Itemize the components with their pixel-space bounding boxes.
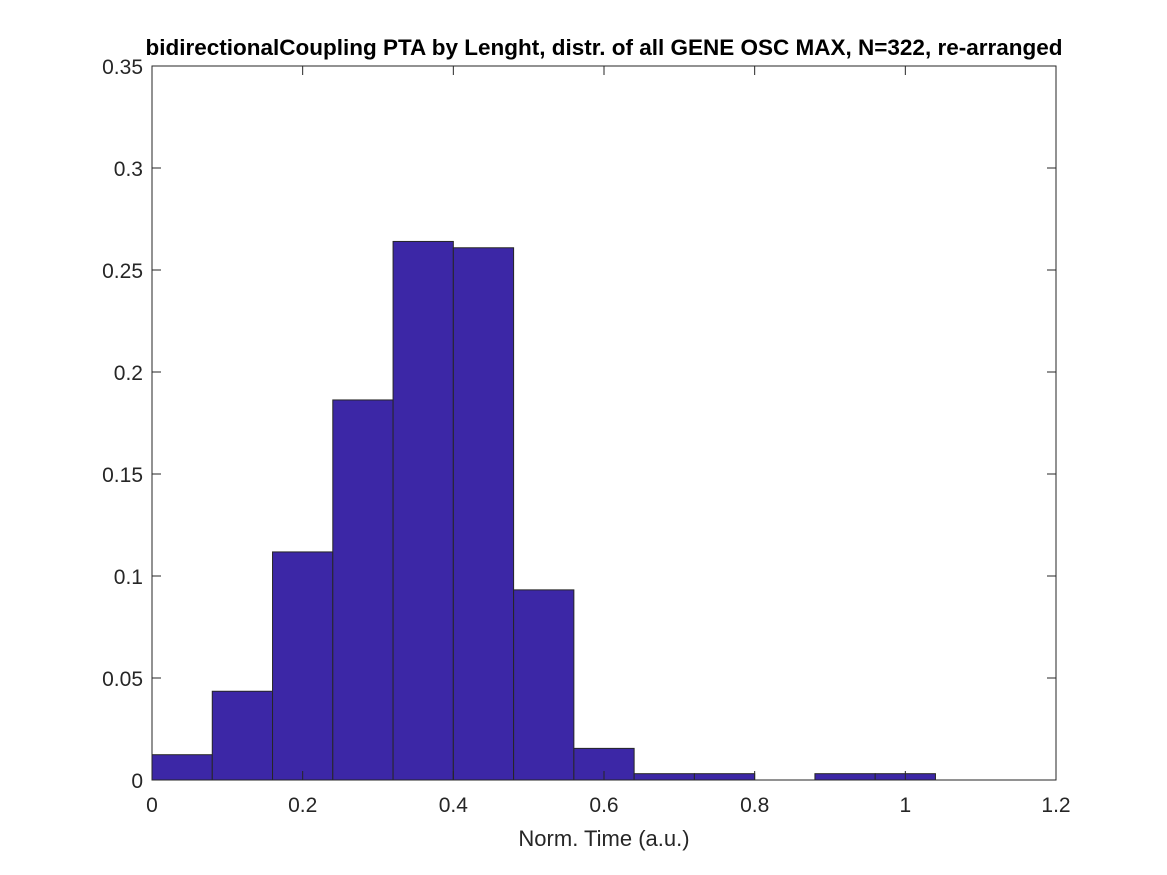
x-tick-label: 0.2 bbox=[288, 794, 317, 817]
y-tick-label: 0.35 bbox=[102, 56, 143, 79]
bars-layer bbox=[151, 240, 936, 781]
x-tick-label: 0 bbox=[146, 794, 158, 817]
y-tick-label: 0.2 bbox=[114, 362, 143, 385]
y-tick-label: 0.3 bbox=[114, 158, 143, 181]
x-axis-label: Norm. Time (a.u.) bbox=[518, 826, 689, 851]
x-tick-label: 1.2 bbox=[1041, 794, 1070, 817]
x-tick-label: 1 bbox=[899, 794, 911, 817]
y-tick-label: 0.05 bbox=[102, 668, 143, 691]
histogram-bar bbox=[272, 551, 334, 781]
y-tick-label: 0 bbox=[131, 770, 143, 793]
x-tick-label: 0.4 bbox=[439, 794, 469, 817]
histogram-bar bbox=[392, 240, 454, 781]
y-tick-label: 0.25 bbox=[102, 260, 143, 283]
histogram-bar bbox=[211, 690, 274, 781]
y-tick-label: 0.15 bbox=[102, 464, 143, 487]
ticks-layer: 0 0.2 0.4 0.6 0.8 1 1.2 0 0.05 0.1 0.15 0.2 0.25 0.3 0… bbox=[102, 56, 1070, 817]
histogram-bar bbox=[151, 754, 213, 781]
histogram-bar bbox=[513, 589, 575, 781]
x-tick-label: 0.8 bbox=[740, 794, 769, 817]
histogram-bar bbox=[693, 773, 756, 781]
histogram-bar bbox=[452, 247, 515, 781]
histogram-bar bbox=[814, 773, 876, 781]
histogram-bar bbox=[332, 399, 394, 781]
histogram-bar bbox=[633, 773, 695, 781]
y-tick-label: 0.1 bbox=[114, 566, 143, 589]
x-tick-label: 0.6 bbox=[589, 794, 618, 817]
chart-title: bidirectionalCoupling PTA by Lenght, dis… bbox=[145, 35, 1062, 60]
